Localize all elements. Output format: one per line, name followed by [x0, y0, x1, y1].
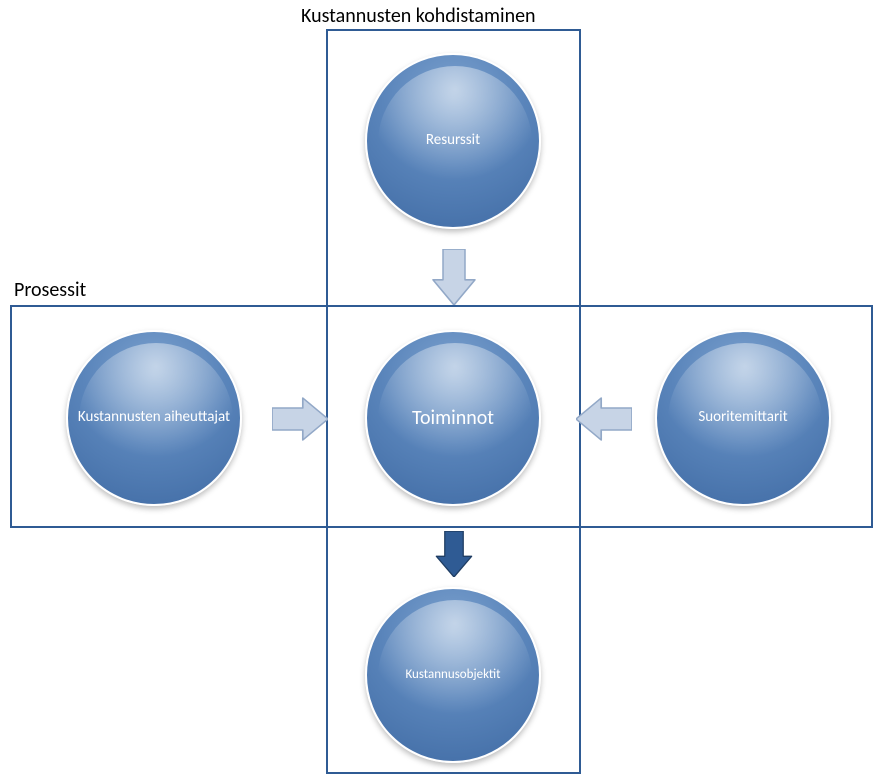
- diagram-stage: Kustannusten kohdistaminen Prosessit Res…: [0, 0, 879, 784]
- title-left: Prosessit: [14, 278, 86, 302]
- arrow-down-dark-icon: [433, 531, 475, 577]
- node-kustannusobjektit-label: Kustannusobjektit: [397, 668, 508, 683]
- node-resurssit: Resurssit: [365, 53, 541, 229]
- node-kustannusten-aiheuttajat: Kustannusten aiheuttajat: [66, 330, 242, 506]
- arrow-down-icon: [429, 249, 479, 305]
- arrow-left-icon: [576, 394, 632, 444]
- node-kustannusten-aiheuttajat-label: Kustannusten aiheuttajat: [70, 409, 238, 426]
- node-suoritemittarit-label: Suoritemittarit: [690, 409, 795, 426]
- node-toiminnot: Toiminnot: [365, 330, 541, 506]
- arrow-right-icon: [272, 394, 328, 444]
- node-kustannusobjektit: Kustannusobjektit: [365, 587, 541, 763]
- node-toiminnot-label: Toiminnot: [404, 407, 502, 430]
- node-resurssit-label: Resurssit: [418, 132, 488, 149]
- node-suoritemittarit: Suoritemittarit: [655, 330, 831, 506]
- title-top: Kustannusten kohdistaminen: [301, 4, 536, 28]
